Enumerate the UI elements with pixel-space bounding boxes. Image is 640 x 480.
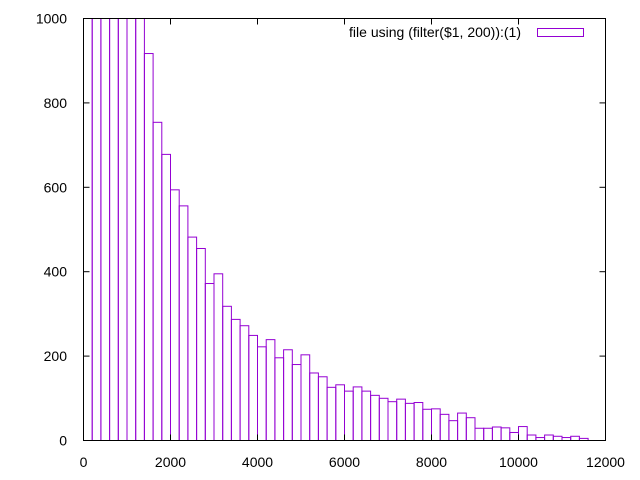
y-tick-label: 1000 — [36, 11, 67, 27]
x-tick-label: 10000 — [499, 454, 538, 470]
x-tick-label: 0 — [80, 454, 88, 470]
x-tick-label: 2000 — [155, 454, 186, 470]
x-tick-label: 12000 — [586, 454, 625, 470]
y-tick-label: 0 — [59, 433, 67, 449]
x-tick-label: 6000 — [329, 454, 360, 470]
legend-label: file using (filter($1, 200)):(1) — [349, 24, 521, 40]
y-tick-label: 600 — [44, 179, 68, 195]
y-tick-label: 200 — [44, 348, 68, 364]
y-tick-label: 800 — [44, 95, 68, 111]
legend-swatch — [537, 28, 584, 37]
x-tick-label: 4000 — [242, 454, 273, 470]
y-tick-label: 400 — [44, 264, 68, 280]
plot-frame — [83, 18, 606, 441]
x-tick-label: 8000 — [416, 454, 447, 470]
legend: file using (filter($1, 200)):(1) — [349, 24, 584, 40]
